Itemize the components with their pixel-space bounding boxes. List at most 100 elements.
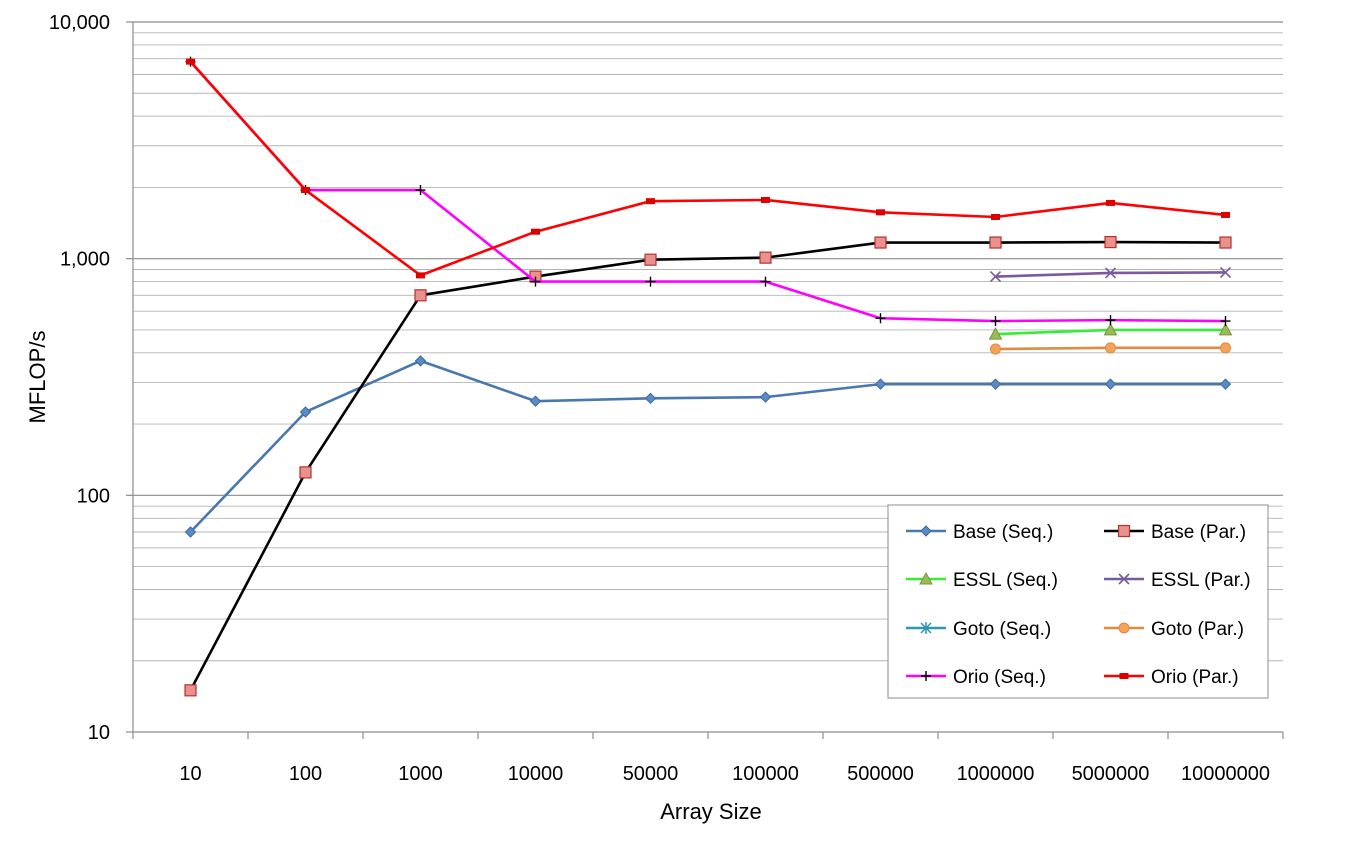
data-point (990, 316, 1001, 327)
data-point (989, 236, 1002, 249)
data-point (1220, 342, 1231, 354)
data-point (1104, 235, 1117, 249)
data-point (759, 391, 772, 403)
data-point (1103, 322, 1118, 336)
data-point (1105, 315, 1116, 326)
series-essl-seq (988, 322, 1233, 340)
data-point (1104, 378, 1117, 390)
data-point (1117, 524, 1131, 538)
data-point (1220, 316, 1231, 327)
series-orio-par (186, 58, 1230, 279)
data-point (184, 684, 197, 697)
x-tick-label: 500000 (847, 763, 914, 785)
legend-label: Goto (Seq.) (953, 619, 1051, 640)
series-line (189, 359, 1226, 533)
data-point (1221, 211, 1230, 218)
series-base-seq (184, 355, 1232, 538)
data-point (874, 378, 887, 390)
legend-box (887, 504, 1269, 699)
data-point (1118, 573, 1130, 585)
legend-item: Orio (Seq.) (906, 667, 1046, 688)
data-point (1119, 673, 1129, 679)
legend-item: Goto (Par.) (1104, 619, 1244, 640)
series-line (189, 60, 1226, 277)
data-point (874, 236, 887, 249)
series-line (189, 240, 1226, 691)
data-point (876, 209, 885, 216)
data-point (416, 272, 425, 279)
y-tick-label: 100 (77, 485, 110, 507)
data-point (531, 228, 540, 235)
data-point (1106, 199, 1115, 206)
series (184, 56, 1233, 697)
legend-label: Orio (Seq.) (953, 667, 1046, 688)
series-essl-par (989, 266, 1232, 283)
series-base-par (184, 235, 1232, 697)
x-tick-label: 10000000 (1181, 763, 1270, 785)
data-point (1219, 378, 1232, 390)
y-axis-title: MFLOP/s (25, 331, 50, 424)
x-tick-labels: 10 100 1000 10000 50000 100000 500000 1000000 50… (132, 732, 1284, 785)
x-tick-label: 100000 (732, 763, 799, 785)
data-point (644, 253, 657, 266)
y-tick-label: 1,000 (60, 249, 110, 271)
data-point (989, 378, 1002, 390)
legend-label: Orio (Par.) (1151, 667, 1239, 688)
data-point (1219, 266, 1232, 278)
data-point (920, 525, 932, 537)
data-point (299, 406, 312, 418)
legend-label: Base (Par.) (1151, 522, 1246, 543)
legend-item: Base (Seq.) (906, 522, 1053, 543)
x-tick-label: 1000 (398, 763, 443, 785)
x-tick-label: 100 (289, 763, 322, 785)
x-tick-label: 1000000 (957, 763, 1035, 785)
data-point (301, 187, 310, 194)
legend-label: ESSL (Seq.) (953, 570, 1058, 591)
legend-label: Base (Seq.) (953, 522, 1053, 543)
series-orio-seq (185, 56, 1231, 327)
data-point (415, 185, 426, 196)
data-point (761, 196, 770, 203)
data-point (1219, 236, 1232, 249)
y-tick-labels: 10 100 1,000 10,000 (49, 12, 133, 744)
legend-label: Goto (Par.) (1151, 619, 1244, 640)
data-point (920, 622, 932, 634)
x-tick-label: 5000000 (1072, 763, 1150, 785)
legend-item: Base (Par.) (1104, 522, 1246, 543)
x-tick-label: 10 (179, 763, 201, 785)
x-tick-label: 50000 (623, 763, 679, 785)
data-point (1104, 267, 1117, 279)
data-point (644, 392, 657, 405)
y-tick-label: 10 (88, 722, 110, 744)
data-point (414, 289, 427, 302)
data-point (988, 327, 1003, 340)
data-point (921, 671, 931, 681)
data-point (760, 276, 771, 287)
data-point (1105, 342, 1116, 354)
data-point (990, 343, 1001, 355)
legend-item: ESSL (Par.) (1104, 570, 1251, 591)
data-point (875, 313, 886, 324)
legend-item: Goto (Seq.) (906, 619, 1051, 640)
legend: Base (Seq.) Base (Par.) ESSL (Seq.) ESSL (P… (887, 504, 1269, 699)
series-goto-par (990, 342, 1231, 355)
y-tick-label: 10,000 (49, 12, 110, 34)
x-tick-label: 10000 (508, 763, 564, 785)
legend-item: Orio (Par.) (1104, 667, 1239, 688)
data-point (919, 571, 933, 585)
data-point (991, 213, 1000, 220)
data-point (989, 271, 1002, 283)
data-point (1118, 622, 1130, 634)
data-point (530, 276, 541, 287)
data-point (1218, 322, 1233, 336)
x-axis-title: Array Size (660, 799, 761, 824)
legend-item: ESSL (Seq.) (906, 570, 1058, 591)
data-point (759, 251, 772, 264)
data-point (299, 466, 312, 479)
data-point (646, 198, 655, 205)
series-line (189, 60, 1226, 323)
data-point (184, 526, 197, 538)
data-point (645, 276, 656, 287)
data-point (414, 355, 427, 367)
